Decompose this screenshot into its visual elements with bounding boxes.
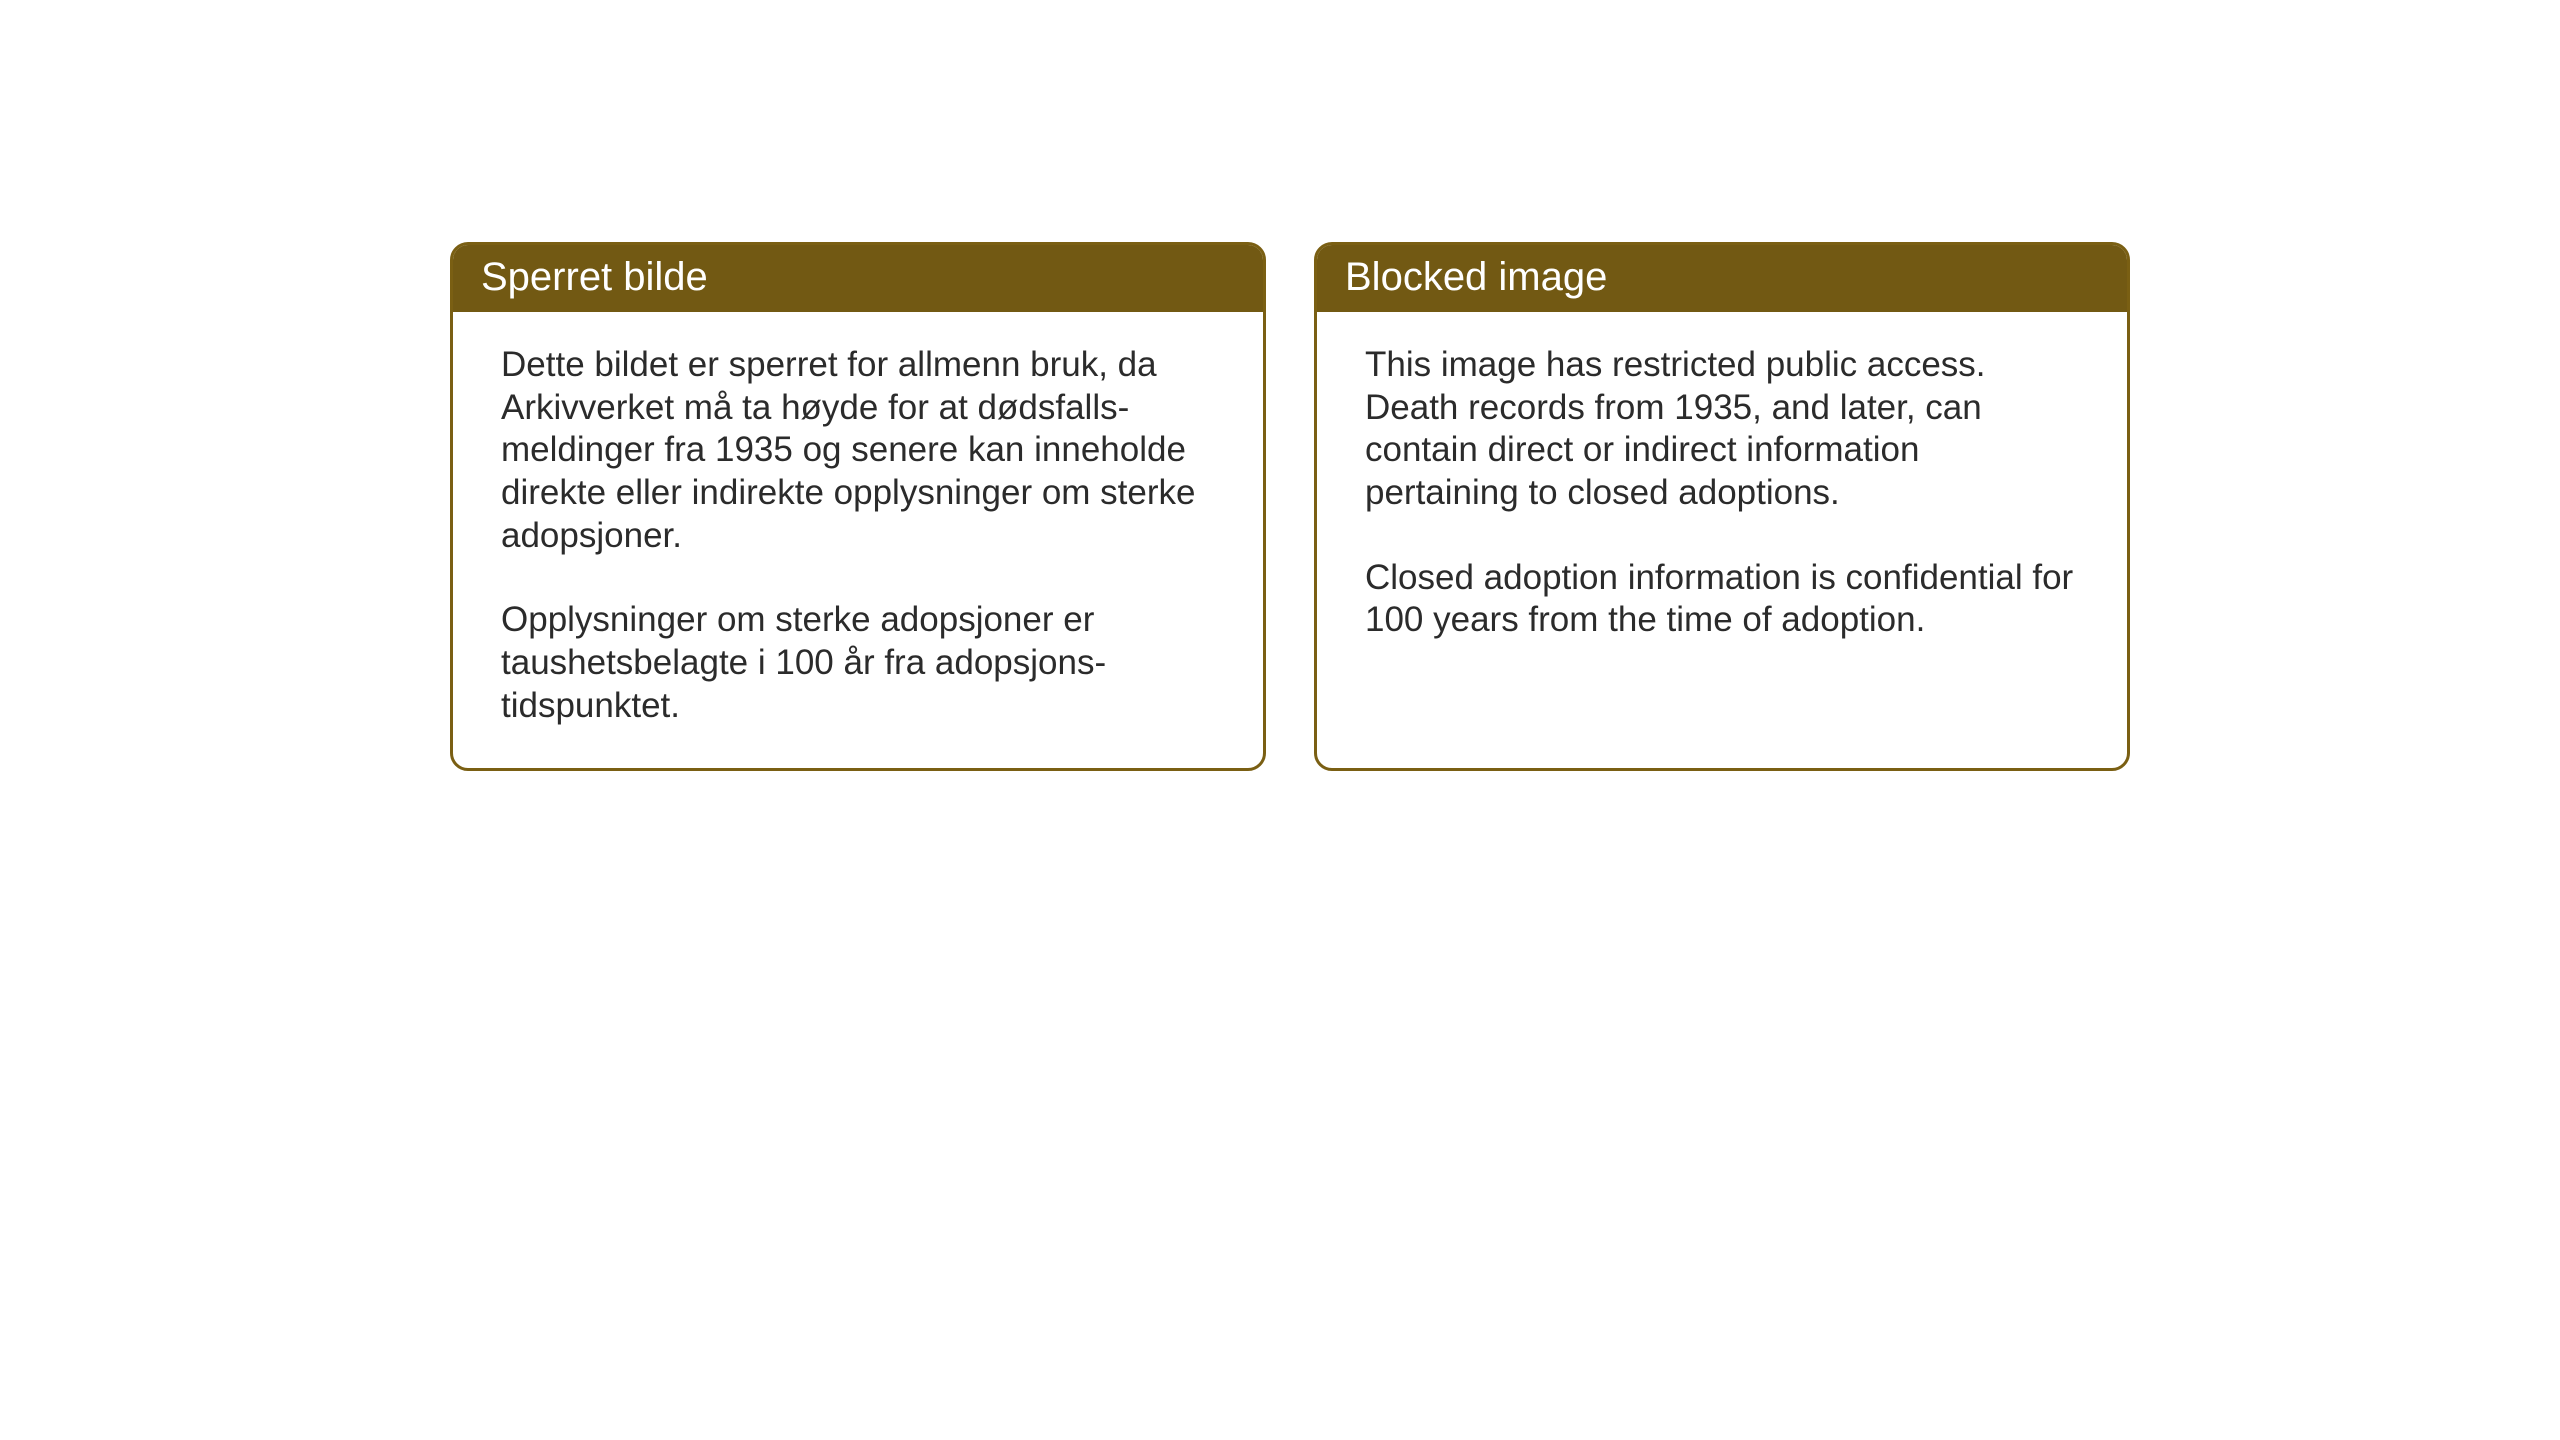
notice-card-norwegian: Sperret bilde Dette bildet er sperret fo… <box>450 242 1266 771</box>
notice-container: Sperret bilde Dette bildet er sperret fo… <box>0 0 2560 771</box>
card-title: Sperret bilde <box>481 255 708 299</box>
card-header: Sperret bilde <box>453 245 1263 312</box>
card-body: This image has restricted public access.… <box>1317 312 2127 722</box>
notice-card-english: Blocked image This image has restricted … <box>1314 242 2130 771</box>
card-header: Blocked image <box>1317 245 2127 312</box>
card-paragraph: Dette bildet er sperret for allmenn bruk… <box>501 344 1215 557</box>
card-paragraph: Opplysninger om sterke adopsjoner er tau… <box>501 599 1215 727</box>
card-paragraph: This image has restricted public access.… <box>1365 344 2079 515</box>
card-title: Blocked image <box>1345 255 1607 299</box>
card-paragraph: Closed adoption information is confident… <box>1365 557 2079 642</box>
card-body: Dette bildet er sperret for allmenn bruk… <box>453 312 1263 768</box>
